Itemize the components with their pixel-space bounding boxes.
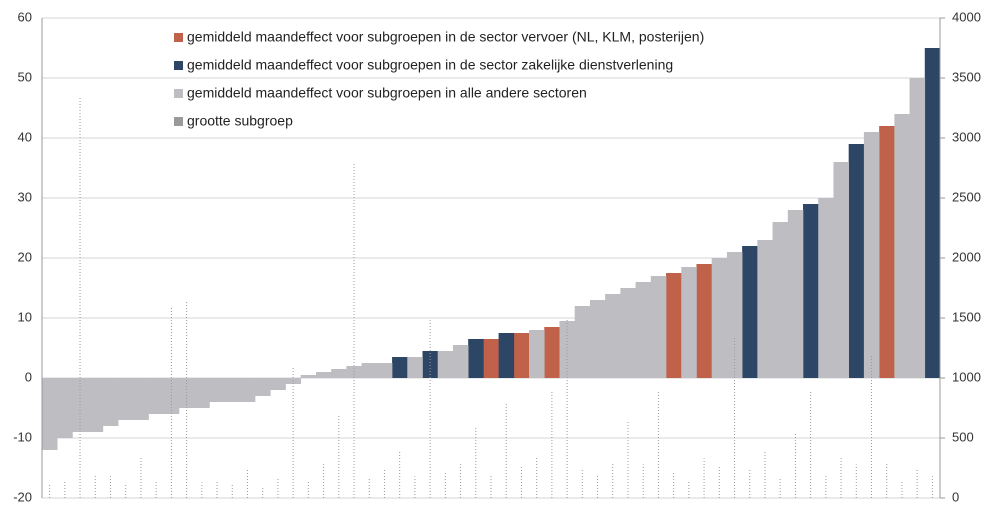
y-tick-label: 60 — [18, 9, 32, 24]
legend-label: gemiddeld maandeffect voor subgroepen in… — [187, 85, 587, 101]
bar — [848, 144, 865, 378]
bar — [42, 378, 58, 450]
bar — [681, 267, 697, 378]
bar — [650, 276, 667, 378]
bar — [468, 339, 484, 378]
y-tick-label: 20 — [18, 249, 32, 264]
y-tick-label: 10 — [18, 309, 32, 324]
y2-tick-label: 3500 — [952, 69, 981, 84]
y-tick-label: 0 — [25, 369, 32, 384]
y-tick-label: -10 — [13, 429, 32, 444]
bar — [711, 258, 728, 378]
bar — [118, 378, 134, 420]
bar — [544, 327, 560, 378]
bar — [803, 204, 819, 378]
y2-tick-label: 4000 — [952, 9, 981, 24]
bar — [605, 294, 621, 378]
legend-swatch — [174, 33, 183, 42]
bar — [833, 162, 849, 378]
legend-label: gemiddeld maandeffect voor subgroepen in… — [187, 29, 704, 45]
bar — [742, 246, 758, 378]
bar — [589, 300, 606, 378]
bar — [635, 282, 652, 378]
bar — [87, 378, 104, 432]
bar — [224, 378, 241, 402]
bar — [437, 351, 454, 378]
bar — [498, 333, 515, 378]
bar — [529, 330, 545, 378]
legend-label: gemiddeld maandeffect voor subgroepen in… — [187, 57, 673, 73]
bar — [772, 222, 789, 378]
bar — [361, 363, 378, 378]
y2-tick-label: 1000 — [952, 369, 981, 384]
bar — [559, 321, 576, 378]
bar — [696, 264, 712, 378]
bar — [300, 375, 317, 378]
legend-swatch — [174, 61, 183, 70]
bar — [57, 378, 73, 438]
bar — [239, 378, 256, 402]
bar — [726, 252, 743, 378]
bar — [863, 132, 880, 378]
bar — [148, 378, 165, 414]
bar — [452, 345, 469, 378]
bar — [924, 48, 941, 378]
y-tick-label: 30 — [18, 189, 32, 204]
bar — [787, 210, 804, 378]
y2-tick-label: 3000 — [952, 129, 981, 144]
legend: gemiddeld maandeffect voor subgroepen in… — [174, 29, 704, 129]
y-tick-label: 40 — [18, 129, 32, 144]
bar — [133, 378, 149, 420]
bar — [270, 378, 286, 390]
y2-tick-label: 2000 — [952, 249, 981, 264]
bar — [194, 378, 210, 408]
bar — [879, 126, 895, 378]
bar — [376, 363, 393, 378]
bar — [620, 288, 636, 378]
bar — [757, 240, 773, 378]
bar — [818, 198, 834, 378]
bar — [513, 333, 530, 378]
bar — [422, 351, 439, 378]
y2-tick-label: 500 — [952, 429, 974, 444]
legend-label: grootte subgroep — [187, 113, 293, 129]
legend-swatch — [174, 89, 183, 98]
bar — [331, 369, 347, 378]
bar — [392, 357, 408, 378]
bar — [255, 378, 271, 396]
bar — [894, 114, 910, 378]
bar — [102, 378, 119, 426]
y2-tick-label: 2500 — [952, 189, 981, 204]
y-tick-label: 50 — [18, 69, 32, 84]
bar — [483, 339, 499, 378]
bar — [574, 306, 591, 378]
bar — [666, 273, 682, 378]
bar — [209, 378, 225, 402]
bar — [909, 78, 926, 378]
bar — [315, 372, 332, 378]
bar — [407, 357, 423, 378]
y-tick-label: -20 — [13, 489, 32, 504]
legend-swatch — [174, 117, 183, 126]
y2-tick-label: 0 — [952, 489, 959, 504]
y2-tick-label: 1500 — [952, 309, 981, 324]
